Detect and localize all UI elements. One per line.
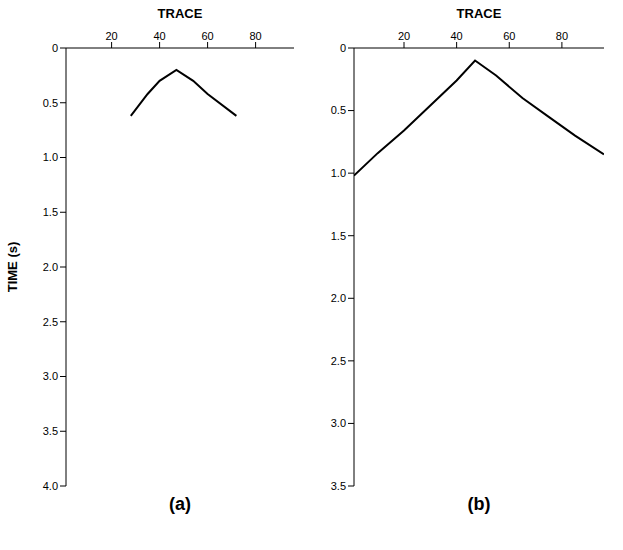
svg-text:1.0: 1.0 xyxy=(331,167,346,179)
svg-text:80: 80 xyxy=(556,30,568,42)
svg-text:40: 40 xyxy=(451,30,463,42)
svg-text:60: 60 xyxy=(201,30,213,42)
svg-text:2.5: 2.5 xyxy=(43,316,58,328)
svg-text:1.5: 1.5 xyxy=(331,230,346,242)
svg-text:3.5: 3.5 xyxy=(331,480,346,492)
svg-text:80: 80 xyxy=(249,30,261,42)
svg-text:0.5: 0.5 xyxy=(331,104,346,116)
svg-text:0: 0 xyxy=(52,42,58,54)
svg-text:20: 20 xyxy=(105,30,117,42)
svg-text:20: 20 xyxy=(398,30,410,42)
svg-text:2.5: 2.5 xyxy=(331,355,346,367)
svg-text:1.0: 1.0 xyxy=(43,151,58,163)
svg-text:2.0: 2.0 xyxy=(43,261,58,273)
html-text:(b): (b) xyxy=(467,494,491,514)
svg-text:0.5: 0.5 xyxy=(43,97,58,109)
html-text:TRACE: TRACE xyxy=(456,6,502,21)
svg-text:4.0: 4.0 xyxy=(43,480,58,492)
svg-text:0: 0 xyxy=(340,42,346,54)
svg-text:3.0: 3.0 xyxy=(43,370,58,382)
html-text:(a): (a) xyxy=(169,494,191,514)
html-text:TRACE: TRACE xyxy=(157,6,203,21)
svg-text:3.5: 3.5 xyxy=(43,425,58,437)
svg-text:60: 60 xyxy=(503,30,515,42)
svg-text:3.0: 3.0 xyxy=(331,417,346,429)
svg-text:2.0: 2.0 xyxy=(331,292,346,304)
svg-text:40: 40 xyxy=(153,30,165,42)
svg-text:TIME (s): TIME (s) xyxy=(6,242,20,293)
svg-text:1.5: 1.5 xyxy=(43,206,58,218)
